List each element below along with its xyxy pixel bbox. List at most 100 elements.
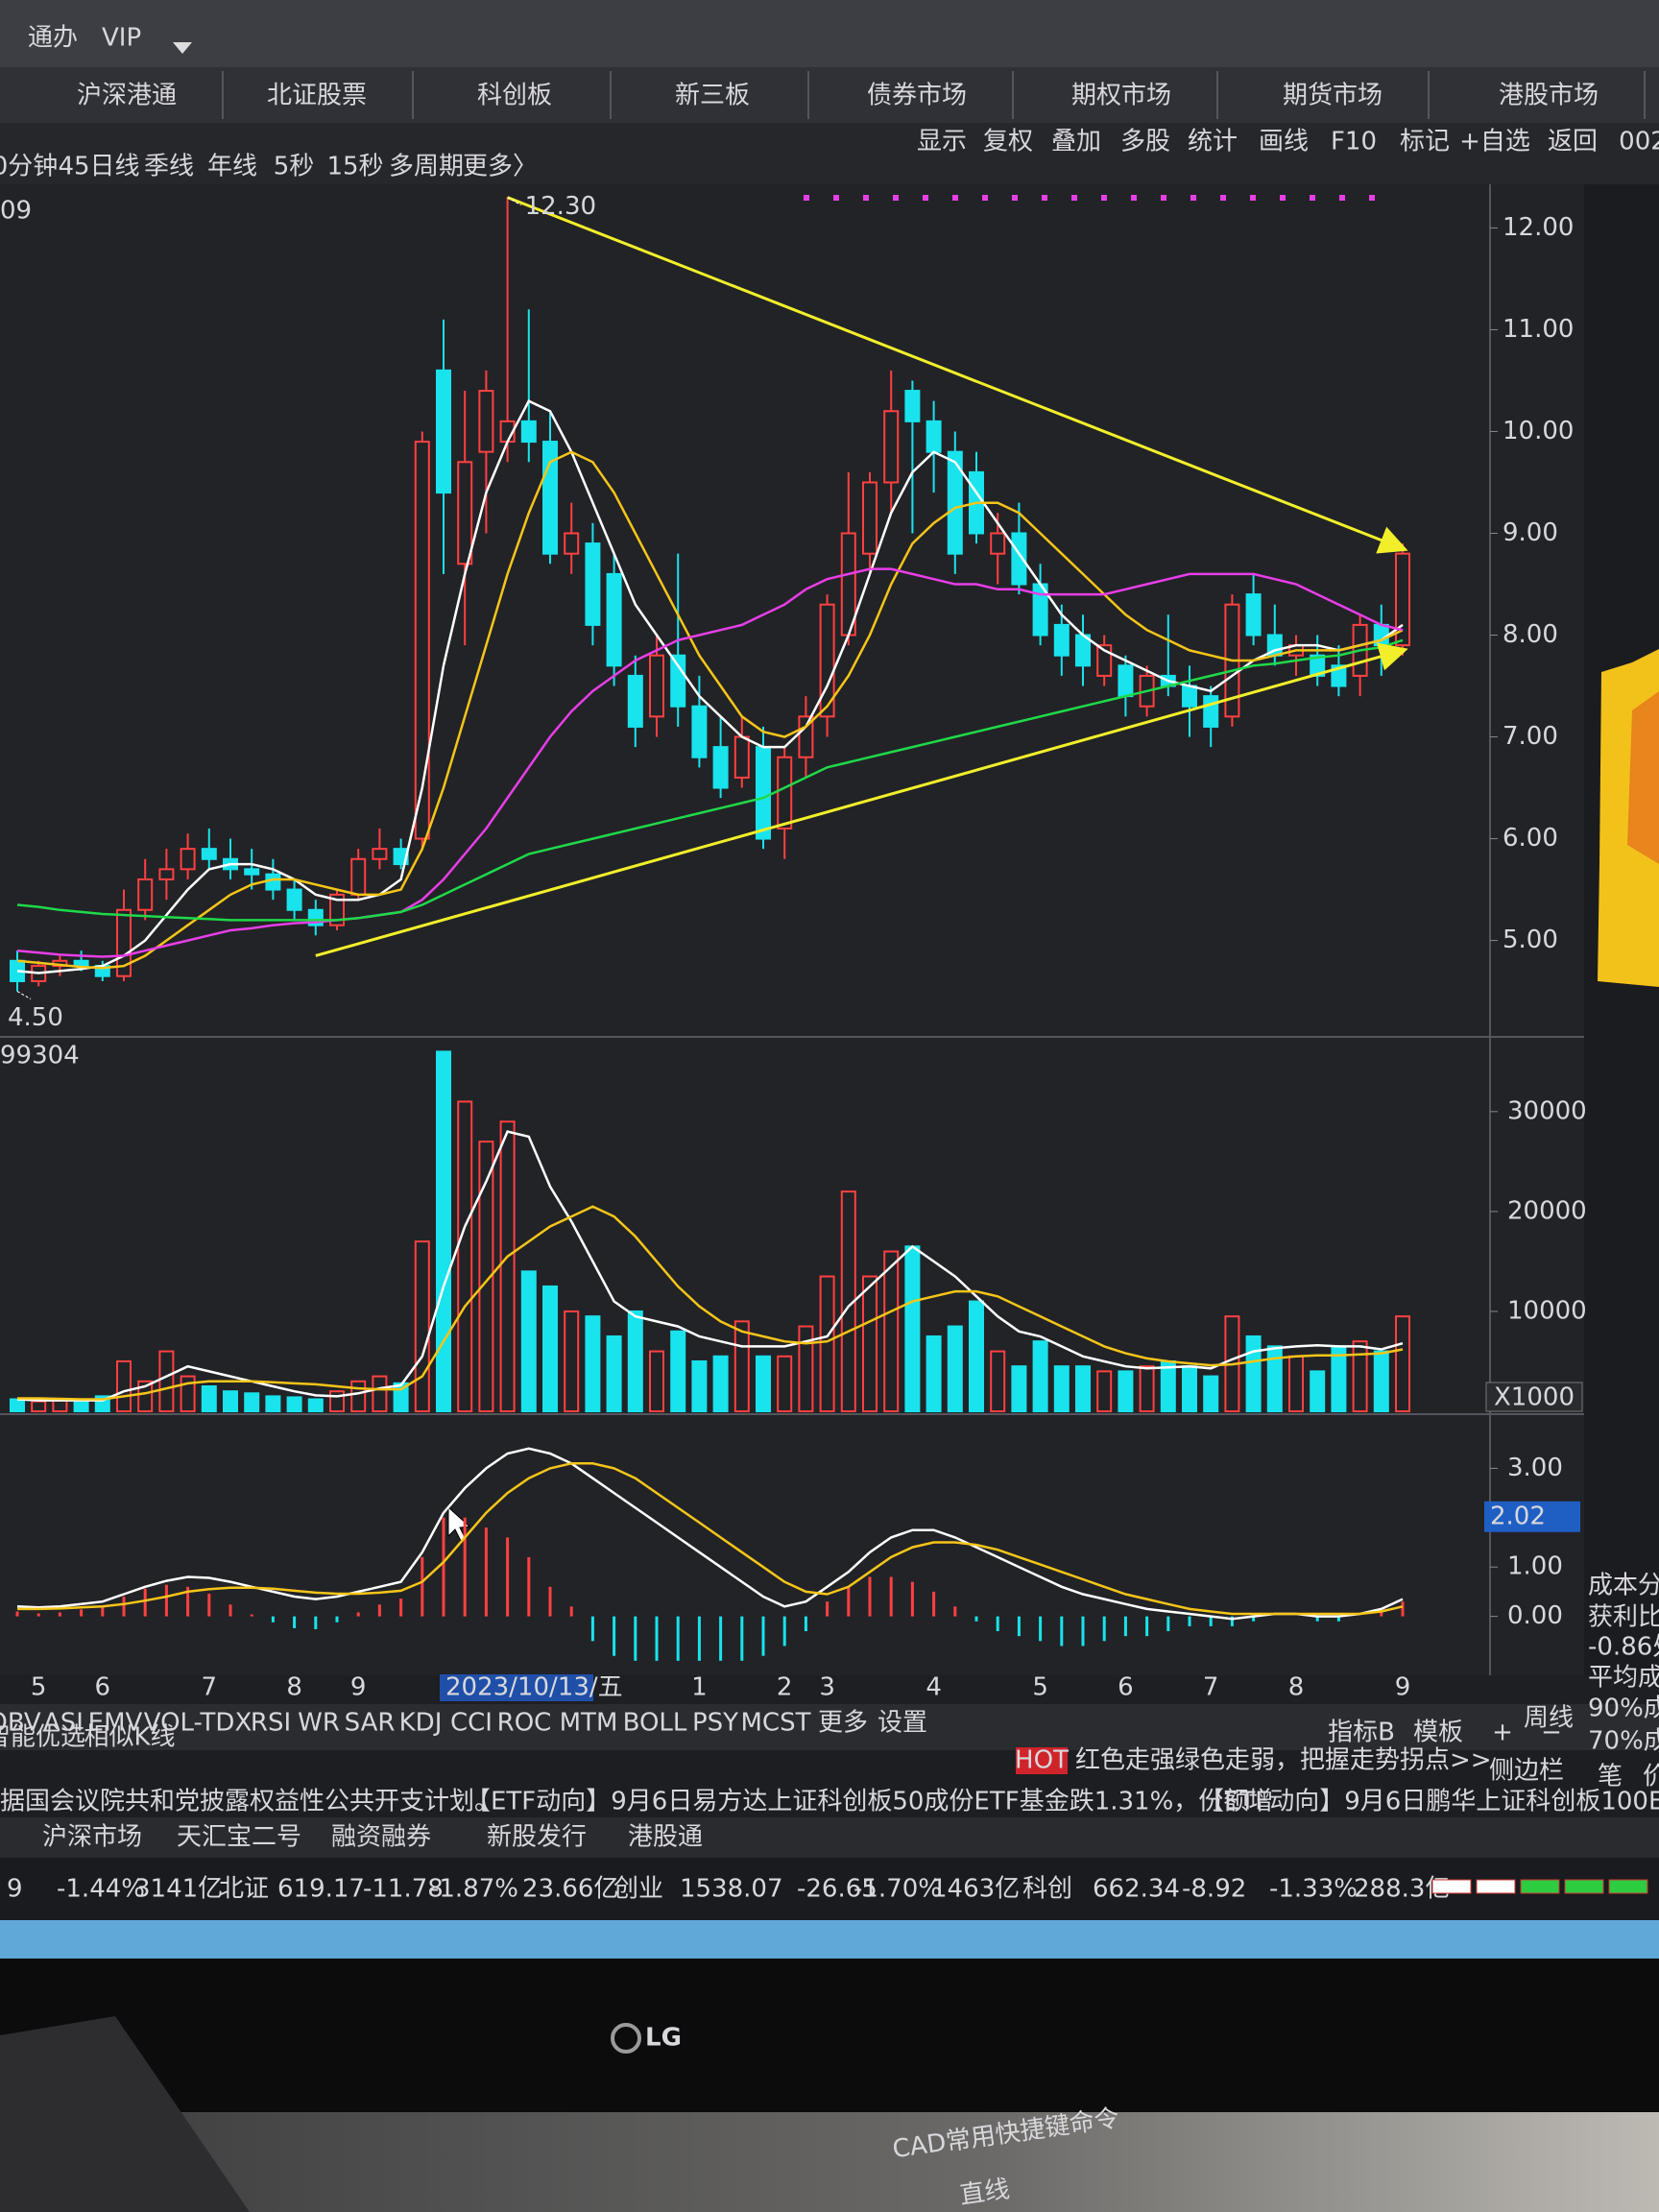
- signal-dot: [804, 195, 809, 201]
- volume-bar: [990, 1350, 1006, 1413]
- period-button[interactable]: 5秒: [274, 153, 315, 181]
- candle-body: [1203, 695, 1219, 728]
- index-row: [0, 1858, 1659, 1920]
- volume-bar: [10, 1398, 25, 1413]
- x-tick-label: 1: [691, 1673, 708, 1702]
- dropdown-arrow[interactable]: [173, 42, 192, 54]
- toolbar-button[interactable]: 复权: [983, 128, 1033, 156]
- volume-bar: [756, 1355, 771, 1412]
- period-button[interactable]: 45日线: [58, 153, 139, 181]
- period-button[interactable]: 15秒: [326, 153, 383, 181]
- indicator-tab[interactable]: MCST: [741, 1709, 811, 1738]
- index-amount: 23.66亿: [522, 1875, 618, 1904]
- tool-button[interactable]: 智能优选: [0, 1723, 85, 1752]
- indicator-tab[interactable]: OBV: [0, 1709, 41, 1738]
- tool-button[interactable]: 指标B: [1328, 1719, 1395, 1747]
- indicator-tab[interactable]: WR: [298, 1709, 340, 1738]
- signal-dot: [1131, 195, 1137, 201]
- indicator-tab[interactable]: 更多: [818, 1709, 868, 1738]
- market-tab[interactable]: 期货市场: [1283, 82, 1382, 110]
- hot-text[interactable]: 红色走强绿色走弱，把握走势拐点>>: [1075, 1746, 1492, 1775]
- indicator-tab[interactable]: 设置: [878, 1709, 927, 1738]
- top-label[interactable]: VIP: [102, 24, 141, 53]
- top-label[interactable]: 通办: [28, 24, 78, 53]
- tool-button[interactable]: 相似K线: [84, 1723, 175, 1752]
- market-tab[interactable]: 期权市场: [1071, 82, 1171, 110]
- signal-dot: [1012, 195, 1018, 201]
- index-change: -8.92: [1182, 1875, 1246, 1904]
- indicator-tab[interactable]: SAR: [345, 1709, 396, 1738]
- indicator-tab[interactable]: BOLL: [623, 1709, 687, 1738]
- market-tab[interactable]: 北证股票: [267, 82, 367, 110]
- indicator-tab[interactable]: EMV: [88, 1709, 143, 1738]
- candle-body: [350, 857, 367, 896]
- toolbar-button[interactable]: 标记: [1400, 128, 1450, 156]
- toolbar-button[interactable]: +自选: [1459, 128, 1530, 156]
- signal-dot: [1369, 195, 1375, 201]
- volume-bar: [1266, 1345, 1283, 1412]
- toolbar-button[interactable]: F10: [1331, 128, 1377, 156]
- market-tab[interactable]: 港股市场: [1499, 82, 1599, 110]
- period-button[interactable]: 年线: [207, 153, 257, 181]
- news-item[interactable]: 据国会议院共和党披露权益性公共开支计划。: [0, 1788, 499, 1816]
- link-button[interactable]: 融资融券: [331, 1823, 431, 1852]
- volume-bar: [286, 1396, 302, 1412]
- volume-bar: [350, 1380, 367, 1413]
- volume-bar: [777, 1355, 793, 1412]
- indicator-tab[interactable]: RSI: [251, 1709, 291, 1738]
- tool-button[interactable]: −: [1541, 1719, 1562, 1747]
- monitor-brand: LG: [645, 2024, 682, 2053]
- index-pct: -1.70%: [854, 1875, 942, 1904]
- tab-row: [0, 67, 1659, 123]
- market-tab[interactable]: 科创板: [477, 82, 552, 110]
- news-item[interactable]: 【ETF动向】9月6日鹏华上证科创板100ETF基金: [1199, 1788, 1659, 1816]
- link-button[interactable]: 港股通: [628, 1823, 703, 1852]
- link-button[interactable]: 沪深市场: [42, 1823, 142, 1852]
- period-button[interactable]: 更多〉: [463, 153, 538, 181]
- period-button[interactable]: 季线: [144, 153, 194, 181]
- volume-bar: [73, 1401, 89, 1412]
- toolbar-button[interactable]: 多股: [1120, 128, 1170, 156]
- market-tab[interactable]: 沪深港通: [77, 82, 177, 110]
- tool-button[interactable]: 模板: [1413, 1719, 1463, 1747]
- indicator-tab[interactable]: PSY: [692, 1709, 738, 1738]
- period-button[interactable]: 0分钟: [0, 153, 58, 181]
- candle-body: [244, 868, 260, 876]
- indicator-tab[interactable]: ROC: [497, 1709, 552, 1738]
- volume-bar: [116, 1359, 132, 1413]
- market-tab[interactable]: 新三板: [675, 82, 750, 110]
- toolbar-button[interactable]: 叠加: [1051, 128, 1101, 156]
- toolbar-button[interactable]: 画线: [1259, 128, 1309, 156]
- breadth-bar: [1608, 1879, 1648, 1894]
- indicator-tab[interactable]: ASI: [43, 1709, 84, 1738]
- toolbar-button[interactable]: 002: [1619, 128, 1659, 156]
- period-button[interactable]: 多周期: [389, 153, 464, 181]
- ticker-row: [0, 1750, 1659, 1817]
- volume-bar: [478, 1141, 494, 1413]
- candle-body: [457, 461, 473, 565]
- indicator-line: [16, 1447, 1404, 1621]
- toolbar-button[interactable]: 显示: [917, 128, 967, 156]
- toolbar-button[interactable]: 统计: [1188, 128, 1238, 156]
- x-tick-label: 8: [286, 1673, 302, 1702]
- indicator-row: [0, 1704, 1659, 1750]
- candle-body: [712, 746, 729, 789]
- link-button[interactable]: 新股发行: [487, 1823, 587, 1852]
- news-item[interactable]: 【ETF动向】9月6日易方达上证科创板50成份ETF基金跌1.31%，份额增: [466, 1788, 1273, 1816]
- side-panel-text: 90%成: [1588, 1695, 1659, 1723]
- indicator-tab[interactable]: CCI: [450, 1709, 493, 1738]
- market-tab[interactable]: 债券市场: [867, 82, 967, 110]
- indicator-tab[interactable]: MTM: [560, 1709, 618, 1738]
- tool-button[interactable]: +: [1492, 1719, 1513, 1747]
- candle-body: [883, 410, 900, 484]
- side-bar-button[interactable]: 侧边栏: [1489, 1757, 1564, 1786]
- indicator-tab[interactable]: VOL-TDX: [144, 1709, 252, 1738]
- link-button[interactable]: 天汇宝二号: [177, 1823, 301, 1852]
- indicator-tab[interactable]: KDJ: [399, 1709, 443, 1738]
- candle-body: [819, 603, 835, 718]
- volume-bar: [137, 1380, 154, 1413]
- candle-body: [478, 390, 494, 453]
- toolbar-button[interactable]: 返回: [1548, 128, 1598, 156]
- paper-text: 直线: [958, 2175, 1012, 2210]
